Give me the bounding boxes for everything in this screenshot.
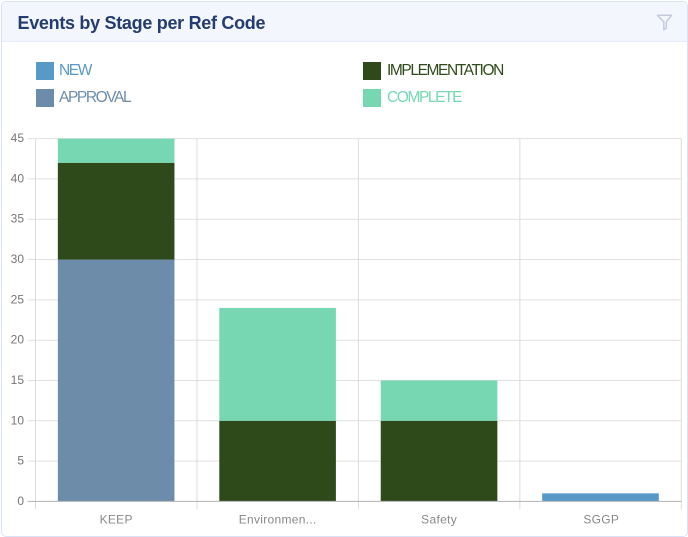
svg-text:5: 5 <box>17 454 24 468</box>
svg-text:KEEP: KEEP <box>100 512 133 526</box>
svg-text:25: 25 <box>11 292 25 306</box>
svg-text:0: 0 <box>17 494 24 508</box>
svg-text:10: 10 <box>11 413 25 427</box>
svg-text:SGGP: SGGP <box>583 512 619 526</box>
svg-text:35: 35 <box>11 212 25 226</box>
svg-text:20: 20 <box>11 333 25 347</box>
svg-text:45: 45 <box>11 131 25 145</box>
svg-text:30: 30 <box>11 252 25 266</box>
svg-text:15: 15 <box>11 373 25 387</box>
svg-text:40: 40 <box>11 171 25 185</box>
svg-text:Environmen...: Environmen... <box>239 512 317 526</box>
svg-text:Safety: Safety <box>421 512 457 526</box>
